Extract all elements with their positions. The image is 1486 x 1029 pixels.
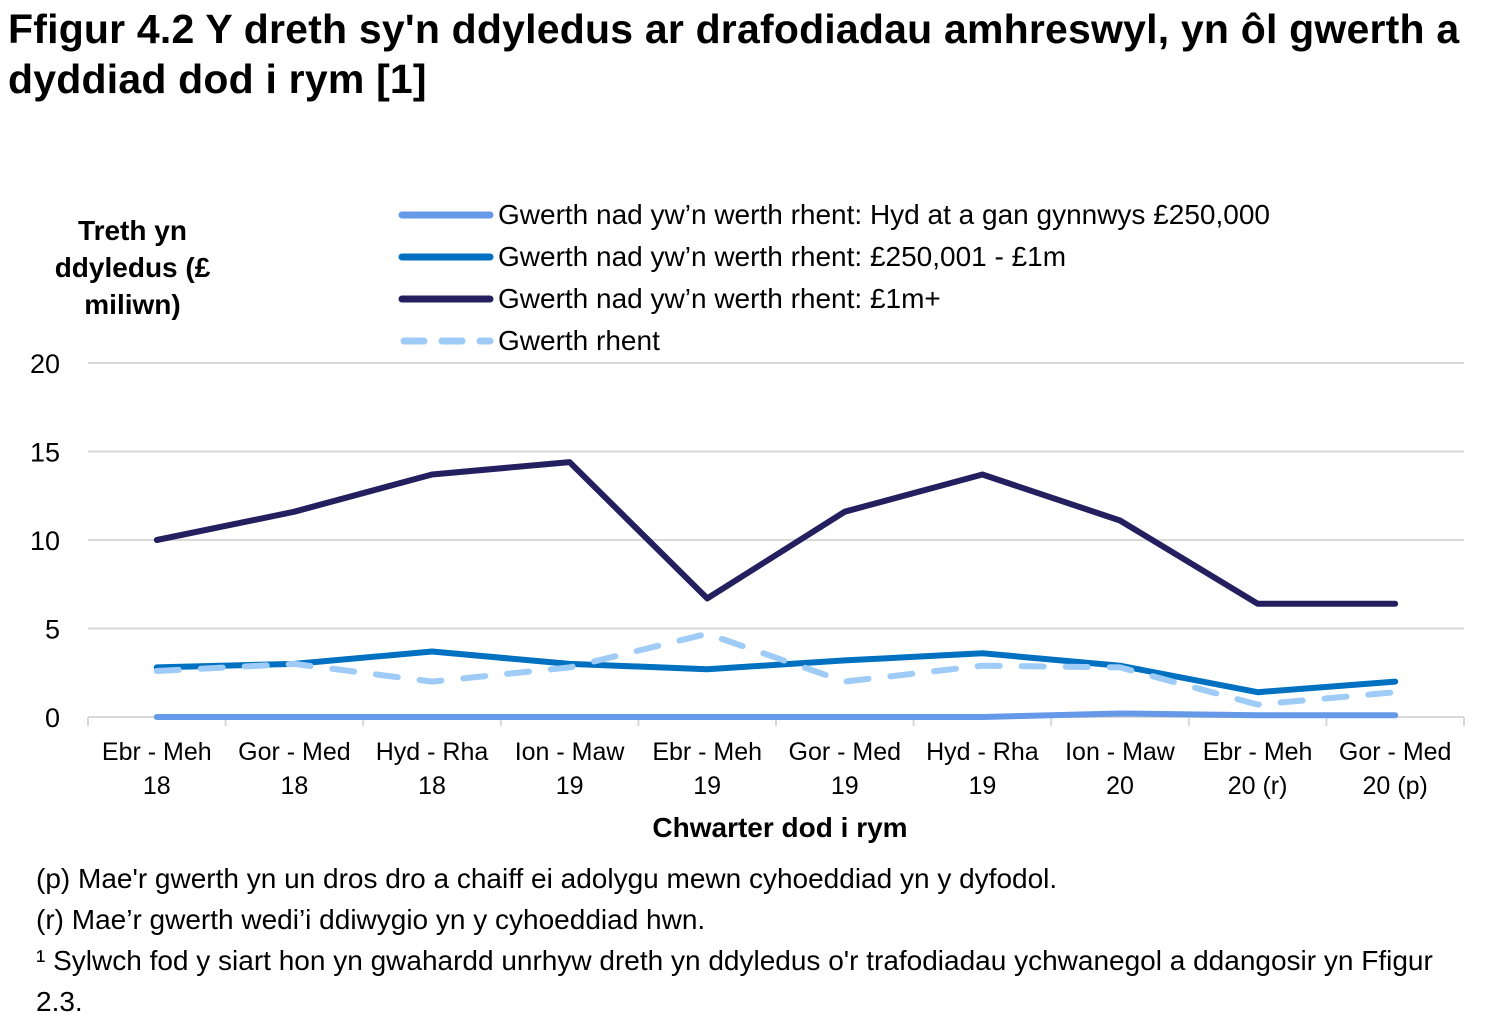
legend-line-icon: [398, 253, 494, 261]
x-tick-label: 19: [968, 772, 996, 800]
x-tick-label: Ebr - Meh: [102, 738, 212, 766]
legend-label: Gwerth nad yw’n werth rhent: £250,001 - …: [498, 241, 1067, 272]
series-line: [153, 630, 1399, 708]
x-tick-label: Ebr - Meh: [652, 738, 762, 766]
x-tick-label: Hyd - Rha: [376, 738, 489, 766]
x-tick-label: 20 (p): [1363, 772, 1428, 800]
footnote-revised: (r) Mae’r gwerth wedi’i ddiwygio yn y cy…: [36, 904, 706, 935]
series-line: [153, 648, 1399, 696]
x-tick-label: 19: [693, 772, 721, 800]
x-tick-label: 20 (r): [1228, 772, 1288, 800]
y-tick-label: 15: [30, 438, 60, 468]
footnote-provisional: (p) Mae'r gwerth yn un dros dro a chaiff…: [36, 863, 1058, 894]
series-line: [153, 459, 1399, 607]
footnotes: (p) Mae'r gwerth yn un dros dro a chaiff…: [36, 858, 1456, 1022]
footnote-exclusion: ¹ Sylwch fod y siart hon yn gwahardd unr…: [36, 945, 1433, 1017]
x-tick-label: Gor - Med: [789, 738, 902, 766]
x-tick-label: 18: [418, 772, 446, 800]
x-tick-label: 18: [143, 772, 171, 800]
series-line: [153, 710, 1399, 720]
legend-label: Gwerth nad yw’n werth rhent: Hyd at a ga…: [498, 199, 1270, 230]
x-tick-label: Ion - Maw: [1065, 738, 1176, 766]
x-tick-label: Ion - Maw: [515, 738, 626, 766]
x-tick-label: Gor - Med: [1339, 738, 1452, 766]
line-chart-plot: 0 5 10 15 20 Ebr - Meh 18 Gor - Med 18 Hyd - Rha 1…: [30, 349, 1465, 800]
y-tick-label: 10: [30, 526, 60, 556]
x-tick-label: Gor - Med: [238, 738, 351, 766]
legend-dashed-line-icon: [400, 337, 494, 345]
x-tick-label: 18: [280, 772, 308, 800]
legend-item: Gwerth nad yw’n werth rhent: £250,001 - …: [398, 236, 1270, 278]
legend-item: Gwerth nad yw’n werth rhent: Hyd at a ga…: [398, 194, 1270, 236]
legend-line-icon: [398, 211, 494, 219]
legend-label: Gwerth nad yw’n werth rhent: £1m+: [498, 283, 941, 314]
y-tick-label: 5: [45, 615, 60, 645]
y-tick-label: 20: [30, 349, 60, 379]
y-axis-label: Treth yn ddyledus (£ miliwn): [54, 215, 211, 320]
legend-label: Gwerth rhent: [498, 325, 660, 356]
legend-item: Gwerth nad yw’n werth rhent: £1m+: [398, 278, 1270, 320]
legend: Gwerth nad yw’n werth rhent: Hyd at a ga…: [398, 194, 1270, 362]
x-tick-label: Ebr - Meh: [1203, 738, 1313, 766]
legend-line-icon: [398, 295, 494, 303]
x-tick-label: 19: [831, 772, 859, 800]
y-tick-label: 0: [45, 703, 60, 733]
x-tick-label: 19: [556, 772, 584, 800]
x-tick-label: Hyd - Rha: [926, 738, 1039, 766]
x-axis-label: Chwarter dod i rym: [652, 812, 908, 843]
chart-title: Ffigur 4.2 Y dreth sy'n ddyledus ar draf…: [8, 6, 1460, 102]
legend-item: Gwerth rhent: [398, 320, 1270, 362]
x-tick-label: 20: [1106, 772, 1134, 800]
